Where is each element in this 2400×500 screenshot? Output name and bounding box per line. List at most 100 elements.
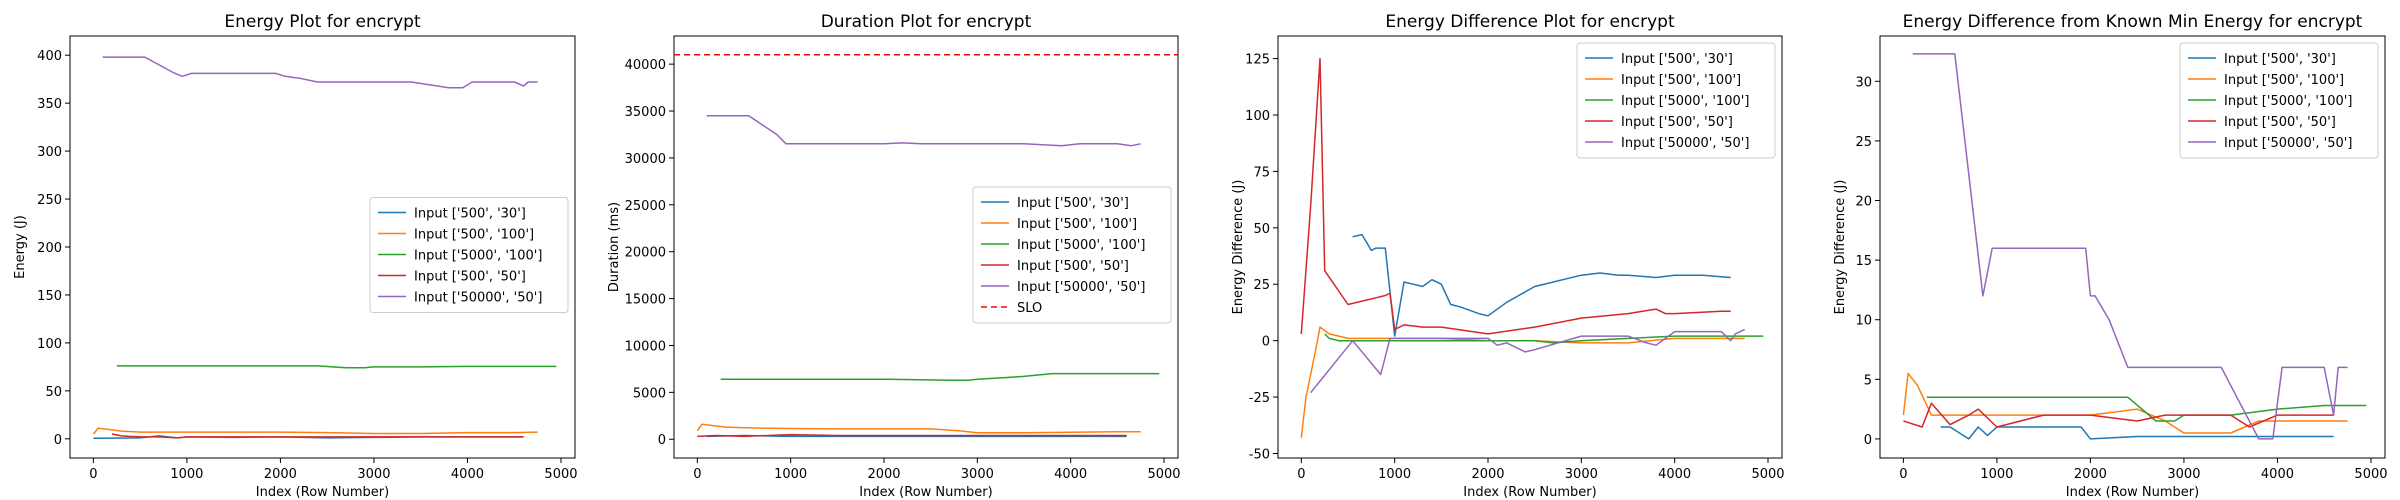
y-tick-label: 40000 (625, 58, 666, 73)
y-tick-label: 150 (37, 289, 62, 304)
legend: Input ['500', '30'] Input ['500', '100'] I… (972, 186, 1172, 324)
x-axis-label: Index (Row Number) (2066, 485, 2199, 500)
x-tick-label: 3000 (961, 467, 994, 482)
y-axis-label: Duration (ms) (607, 202, 622, 292)
y-tick-label: 200 (37, 241, 62, 256)
y-tick-label: 100 (37, 337, 62, 352)
legend: Input ['500', '30'] Input ['500', '100'] I… (369, 197, 569, 313)
legend-label: SLO (1017, 301, 1042, 316)
y-tick-label: 5000 (633, 386, 666, 401)
series-line-5 (102, 56, 538, 89)
x-tick-label: 1000 (774, 467, 807, 482)
x-tick-label: 1000 (1378, 467, 1411, 482)
y-tick-label: 125 (1245, 53, 1270, 68)
legend-label: Input ['500', '50'] (2224, 115, 2336, 130)
legend-label: Input ['500', '50'] (1017, 259, 1129, 274)
x-tick-label: 1000 (170, 467, 203, 482)
y-tick-label: 50 (1253, 222, 1270, 237)
x-tick-label: 0 (1899, 467, 1907, 482)
legend: Input ['500', '30'] Input ['500', '100'] I… (1576, 42, 1776, 159)
x-tick-label: 3000 (357, 467, 390, 482)
chart-panel-2: Duration Plot for encrypt 0 1000 2000 3000 40… (607, 12, 1181, 500)
legend-label: Input ['500', '50'] (1621, 115, 1733, 130)
x-tick-label: 0 (89, 467, 97, 482)
x-axis-label: Index (Row Number) (256, 485, 389, 500)
series-line-5 (706, 114, 1141, 147)
y-tick-label: 10 (1855, 314, 1872, 329)
x-tick-label: 4000 (1658, 467, 1691, 482)
y-tick-label: 10000 (625, 339, 666, 354)
y-tick-label: 350 (37, 97, 62, 112)
x-tick-label: 2000 (264, 467, 297, 482)
series-line-2 (1902, 372, 2348, 434)
legend-label: Input ['5000', '100'] (2224, 94, 2352, 109)
plot-frame (1879, 35, 2386, 459)
legend-label: Input ['5000', '100'] (414, 249, 542, 264)
x-tick-label: 0 (693, 467, 701, 482)
chart-panel-4: Energy Difference from Known Min Energy … (1833, 12, 2388, 500)
legend-label: Input ['50000', '50'] (1621, 136, 1749, 151)
chart-title: Energy Difference Plot for encrypt (1385, 12, 1675, 32)
legend-label: Input ['500', '100'] (2224, 73, 2344, 88)
y-tick-label: 100 (1245, 109, 1270, 124)
x-tick-label: 2000 (1471, 467, 1504, 482)
y-tick-label: 300 (37, 145, 62, 160)
series-line-4 (1300, 57, 1731, 335)
legend-label: Input ['50000', '50'] (414, 291, 542, 306)
y-tick-label: 20000 (625, 246, 666, 261)
legend-label: Input ['500', '100'] (1017, 217, 1137, 232)
series-line-1 (1352, 233, 1731, 337)
series-line-5 (1912, 53, 2348, 440)
x-tick-label: 2000 (867, 467, 900, 482)
series-line-3 (116, 365, 557, 369)
x-tick-label: 3000 (2167, 467, 2200, 482)
y-tick-label: -50 (1249, 447, 1270, 462)
x-tick-label: 1000 (1980, 467, 2013, 482)
series-line-4 (697, 433, 1127, 438)
y-tick-label: 0 (658, 433, 666, 448)
series-line-5 (1310, 328, 1746, 394)
y-axis-label: Energy Difference (J) (1231, 180, 1246, 315)
y-tick-label: 75 (1253, 165, 1270, 180)
legend-label: Input ['500', '30'] (414, 207, 526, 222)
y-tick-label: -25 (1249, 391, 1270, 406)
legend-label: Input ['5000', '100'] (1017, 238, 1145, 253)
x-tick-label: 4000 (1054, 467, 1087, 482)
legend: Input ['500', '30'] Input ['500', '100'] I… (2179, 42, 2379, 159)
chart-panel-3: Energy Difference Plot for encrypt 0 1000 2… (1231, 12, 1785, 500)
plot-frame (673, 35, 1179, 459)
legend-label: Input ['500', '30'] (1017, 196, 1129, 211)
legend-box (972, 186, 1172, 324)
y-tick-label: 0 (1262, 335, 1270, 350)
y-axis-label: Energy Difference (J) (1833, 180, 1848, 315)
series-line-2 (92, 427, 538, 435)
legend-label: Input ['500', '50'] (414, 270, 526, 285)
legend-label: Input ['500', '30'] (1621, 52, 1733, 67)
legend-label: Input ['500', '100'] (414, 228, 534, 243)
chart-title: Energy Difference from Known Min Energy … (1903, 12, 2363, 32)
x-tick-label: 4000 (451, 467, 484, 482)
legend-label: Input ['500', '30'] (2224, 52, 2336, 67)
x-axis-label: Index (Row Number) (1463, 485, 1596, 500)
legend-label: Input ['5000', '100'] (1621, 94, 1749, 109)
y-tick-label: 15000 (625, 293, 666, 308)
y-tick-label: 25000 (625, 199, 666, 214)
series-line-3 (720, 372, 1160, 381)
y-tick-label: 30 (1855, 75, 1872, 90)
series-line-2 (1300, 326, 1745, 438)
x-tick-label: 5000 (544, 467, 577, 482)
legend-label: Input ['50000', '50'] (1017, 280, 1145, 295)
legend-box (2179, 42, 2379, 159)
y-tick-label: 5 (1864, 373, 1872, 388)
x-tick-label: 5000 (1147, 467, 1180, 482)
x-tick-label: 5000 (1751, 467, 1784, 482)
x-tick-label: 3000 (1565, 467, 1598, 482)
plot-frame (1277, 35, 1783, 459)
x-axis-label: Index (Row Number) (859, 485, 992, 500)
y-tick-label: 0 (1864, 433, 1872, 448)
series-line-3 (1324, 333, 1764, 344)
legend-box (1576, 42, 1776, 159)
legend-label: Input ['50000', '50'] (2224, 136, 2352, 151)
